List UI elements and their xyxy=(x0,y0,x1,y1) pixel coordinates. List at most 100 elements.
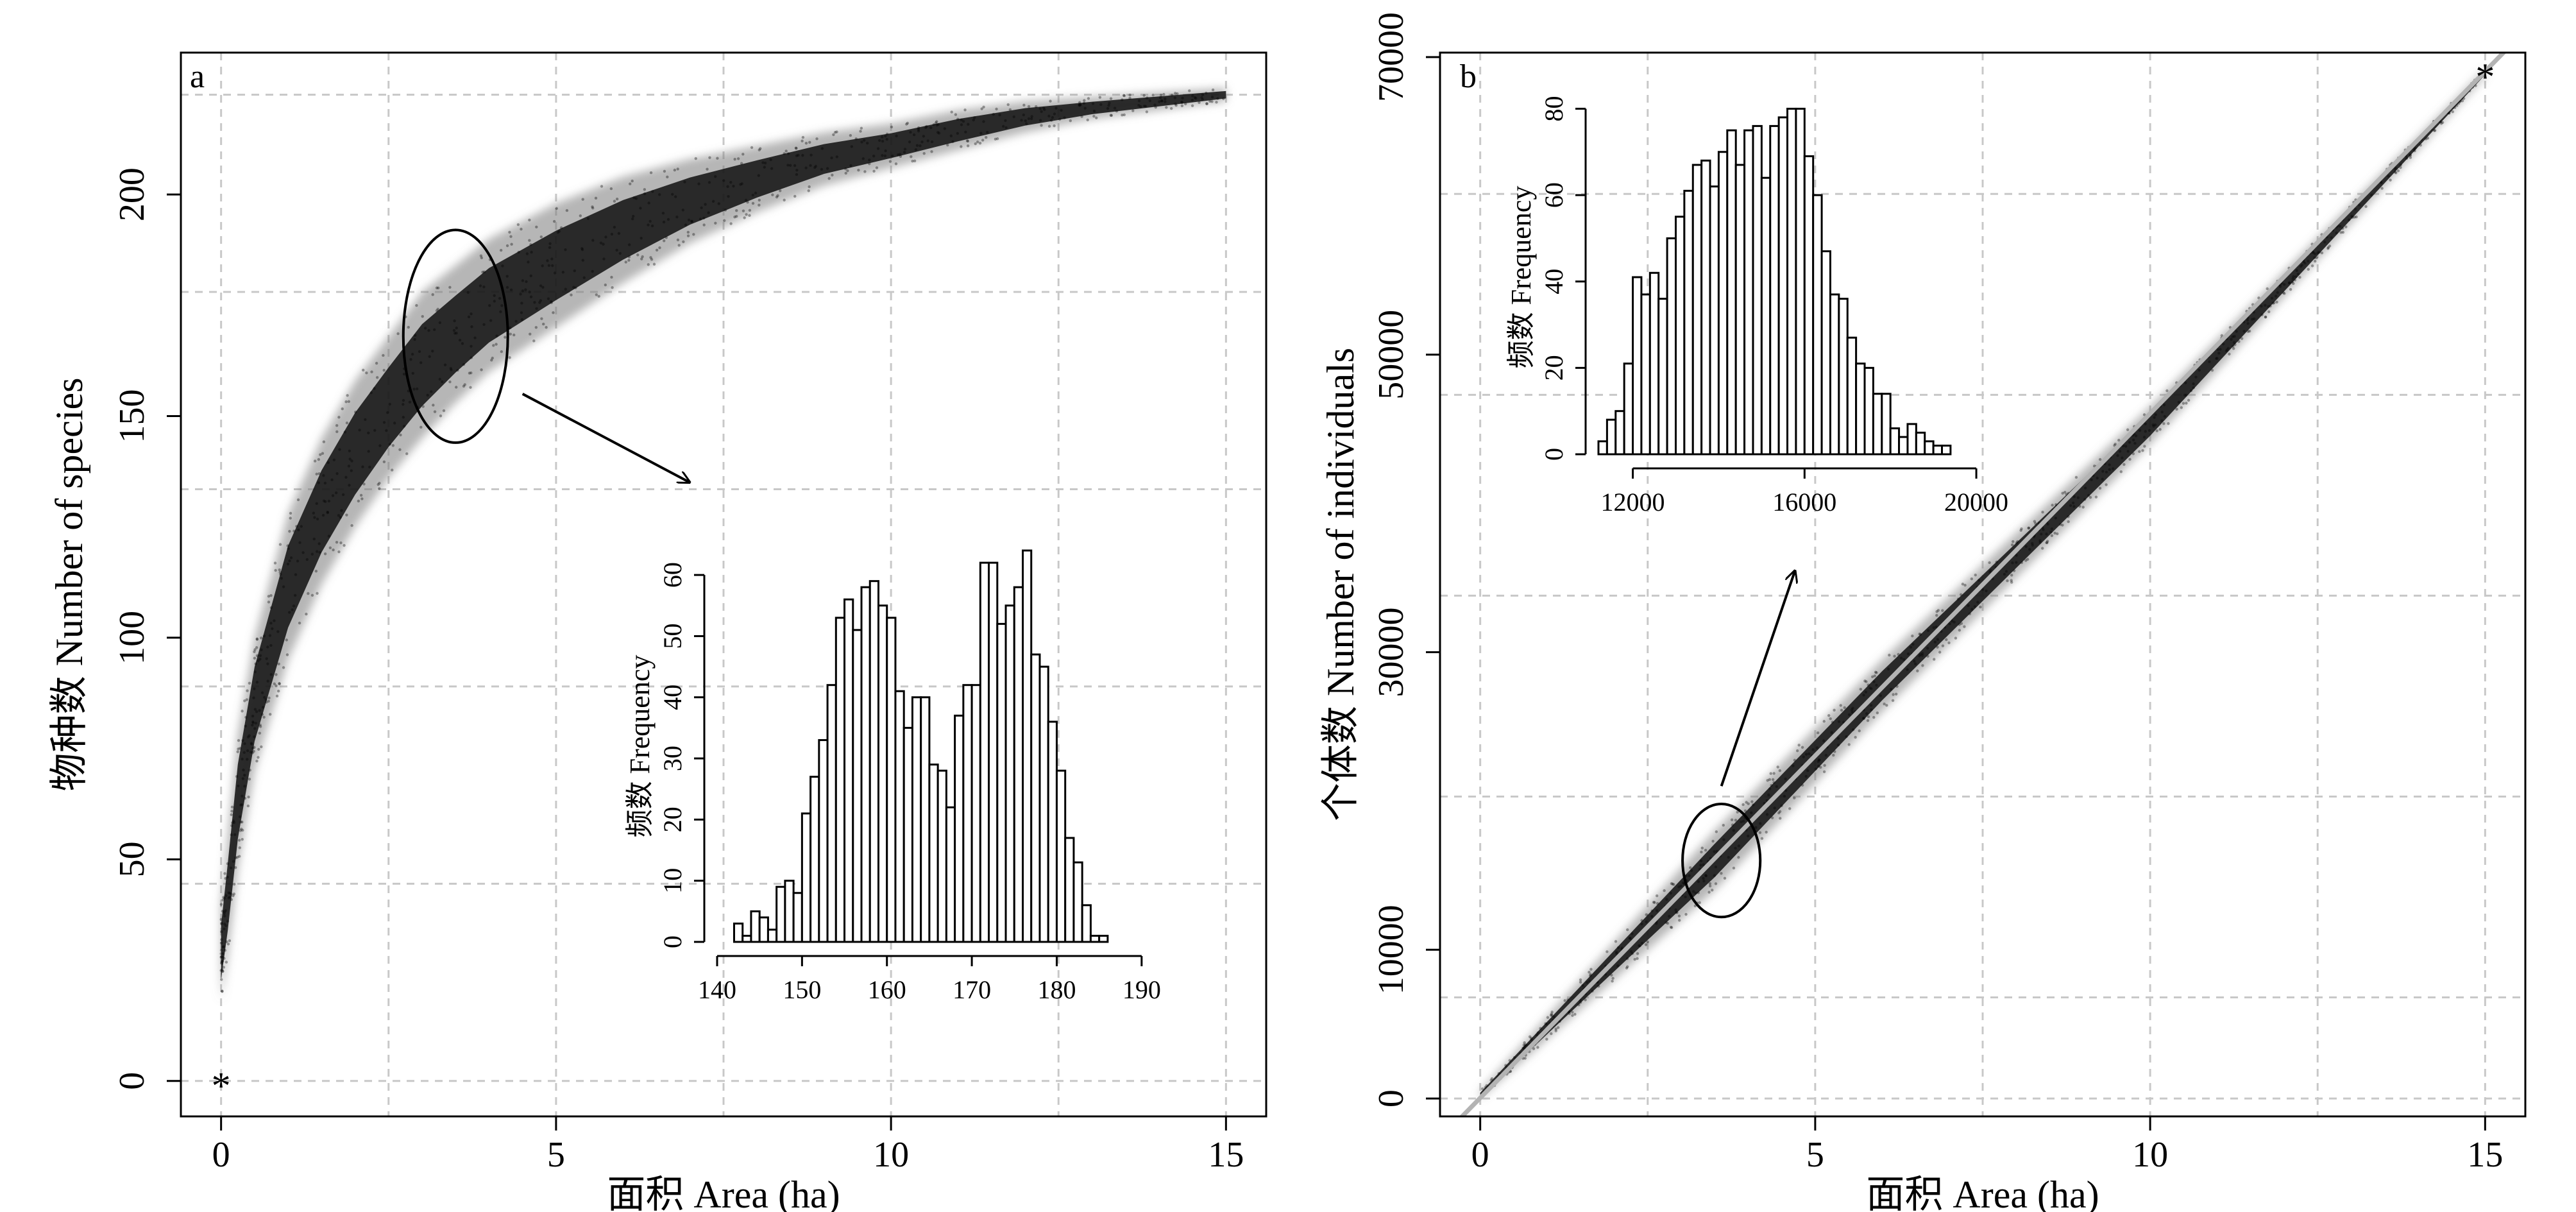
panel-b-series-0-point xyxy=(1550,1032,1553,1036)
panel-a-series-0-point xyxy=(419,361,423,364)
panel-a-series-0-point xyxy=(499,310,502,314)
panel-a-series-0-point xyxy=(399,433,402,437)
panel-a-series-0-point xyxy=(956,117,960,121)
panel-b-series-0-point xyxy=(1951,619,1954,623)
panel-a-series-0-point xyxy=(227,896,230,900)
panel-b-series-0-point xyxy=(1792,764,1795,767)
panel-a-series-0-point xyxy=(317,457,321,461)
panel-a-series-0-point xyxy=(872,155,876,158)
panel-a-series-0-point xyxy=(1216,97,1219,100)
panel-a-series-0-point xyxy=(280,577,284,580)
panel-b-series-0-point xyxy=(2264,303,2267,307)
panel-a-series-0-point xyxy=(253,650,256,654)
panel-a-series-0-point xyxy=(221,952,225,955)
panel-a-series-0-point xyxy=(758,148,761,151)
panel-b-series-0-point xyxy=(1745,801,1748,804)
panel-b-series-0-point xyxy=(1891,699,1895,703)
panel-a-series-0-point xyxy=(455,332,458,335)
panel-b-series-0-point xyxy=(1858,729,1861,733)
panel-a-series-0-point xyxy=(647,263,650,266)
panel-b-series-0-point xyxy=(1532,1047,1536,1050)
panel-a-series-0-point xyxy=(369,391,373,395)
panel-a-series-0-point xyxy=(222,896,225,899)
panel-a-series-0-point xyxy=(251,721,255,724)
panel-a-series-0-point xyxy=(267,595,271,598)
panel-a-series-0-point xyxy=(600,185,604,188)
panel-a-series-0-point xyxy=(1063,116,1066,119)
panel-a-series-0-point xyxy=(1004,126,1008,130)
panel-a-series-0-point xyxy=(219,918,223,921)
panel-a-series-0-point xyxy=(386,411,389,414)
panel-a-series-0-point xyxy=(253,735,256,738)
panel-b-series-0-point xyxy=(1704,874,1707,877)
panel-a-series-0-point xyxy=(854,137,858,141)
panel-a-series-0-point xyxy=(1137,99,1141,103)
panel-a-series-0-point xyxy=(255,654,259,658)
panel-b-series-0-point xyxy=(2353,207,2357,211)
panel-a-series-0-point xyxy=(934,121,938,124)
panel-a-series-0-point xyxy=(442,409,446,413)
panel-a-series-0-point xyxy=(894,162,898,166)
panel-a-series-0-point xyxy=(965,139,969,142)
panel-a-series-0-point xyxy=(1139,105,1142,108)
panel-a-series-0-point xyxy=(421,314,424,318)
panel-b-series-0-point xyxy=(2004,570,2008,573)
panel-a-series-0-point xyxy=(254,662,257,665)
panel-b-series-0-point xyxy=(1784,777,1787,781)
panel-a-series-0-core xyxy=(221,90,1226,980)
panel-a-series-0-point xyxy=(1121,98,1124,101)
panel-b-inset-bar xyxy=(1760,176,1772,456)
panel-a-series-0-point xyxy=(495,334,498,337)
panel-b-series-0-point xyxy=(1916,669,1919,672)
panel-a-series-0-point xyxy=(758,203,761,207)
panel-b-series-0-point xyxy=(2182,402,2185,405)
panel-a-series-0-point xyxy=(1191,98,1194,102)
panel-a-series-0-point xyxy=(510,243,513,246)
panel-a-series-0-point xyxy=(246,689,249,692)
panel-a-series-0-point xyxy=(671,192,674,196)
panel-b-series-0-point xyxy=(1715,849,1718,853)
panel-b-inset-bar xyxy=(1932,445,1944,456)
panel-a-series-0-point xyxy=(224,876,227,880)
panel-b-series-0-point xyxy=(1888,653,1891,657)
panel-b-series-0-point xyxy=(1644,943,1648,946)
panel-a-inset-bar xyxy=(1089,934,1101,943)
panel-a-series-0-point xyxy=(260,648,263,652)
panel-a-series-0-point xyxy=(595,293,598,296)
panel-a-series-0-point xyxy=(1047,114,1051,118)
panel-a-series-0-point xyxy=(463,383,466,386)
panel-a-inset-bar xyxy=(979,561,990,943)
panel-a-inset-x-tick-label: 190 xyxy=(1123,975,1161,1004)
panel-b-series-0-point xyxy=(2275,294,2278,298)
panel-a-series-0-point xyxy=(258,731,262,735)
panel-a-series-0-point xyxy=(963,108,967,112)
panel-a-series-0-point xyxy=(1106,107,1110,110)
panel-b-series-0-point xyxy=(1652,901,1656,904)
panel-b-series-0-point xyxy=(2101,470,2105,473)
panel-a-series-0-point xyxy=(539,235,543,239)
panel-a-inset-bar xyxy=(928,764,939,943)
panel-a-inset-bar xyxy=(1004,604,1015,943)
panel-a-series-0-point xyxy=(402,403,405,406)
panel-b-series-0-point xyxy=(1675,910,1678,914)
panel-a-series-0-point xyxy=(453,319,456,323)
panel-a-series-0-point xyxy=(1160,99,1164,103)
panel-a-series-0-point xyxy=(631,218,634,221)
panel-b-series-0-point xyxy=(2054,516,2058,520)
panel-b-series-0-point xyxy=(2163,414,2167,418)
panel-b-series-0-point xyxy=(1945,638,1948,642)
panel-b-x-tick-label: 5 xyxy=(1806,1135,1824,1175)
panel-a-series-0-point xyxy=(233,833,237,836)
panel-a-series-0-point xyxy=(860,141,863,144)
panel-a-series-0-point xyxy=(1012,115,1015,119)
panel-a-series-0-point xyxy=(613,225,616,229)
panel-b-series-0-point xyxy=(1979,605,1982,609)
panel-b-series-0-point xyxy=(1833,708,1836,712)
panel-b-series-0-point xyxy=(1941,644,1945,647)
panel-b-series-0-point xyxy=(2330,236,2333,239)
panel-a-series-0-point xyxy=(954,113,958,116)
panel-a-series-0-point xyxy=(529,332,532,336)
panel-a-series-0-point xyxy=(793,164,797,167)
panel-a-series-0-point xyxy=(230,805,234,809)
panel-a-series-0-point xyxy=(857,169,860,172)
